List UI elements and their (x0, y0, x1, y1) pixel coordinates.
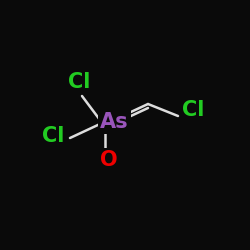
Text: As: As (100, 112, 128, 132)
Text: Cl: Cl (182, 100, 204, 120)
Text: Cl: Cl (42, 126, 64, 146)
Text: O: O (100, 150, 118, 170)
Text: Cl: Cl (68, 72, 90, 92)
